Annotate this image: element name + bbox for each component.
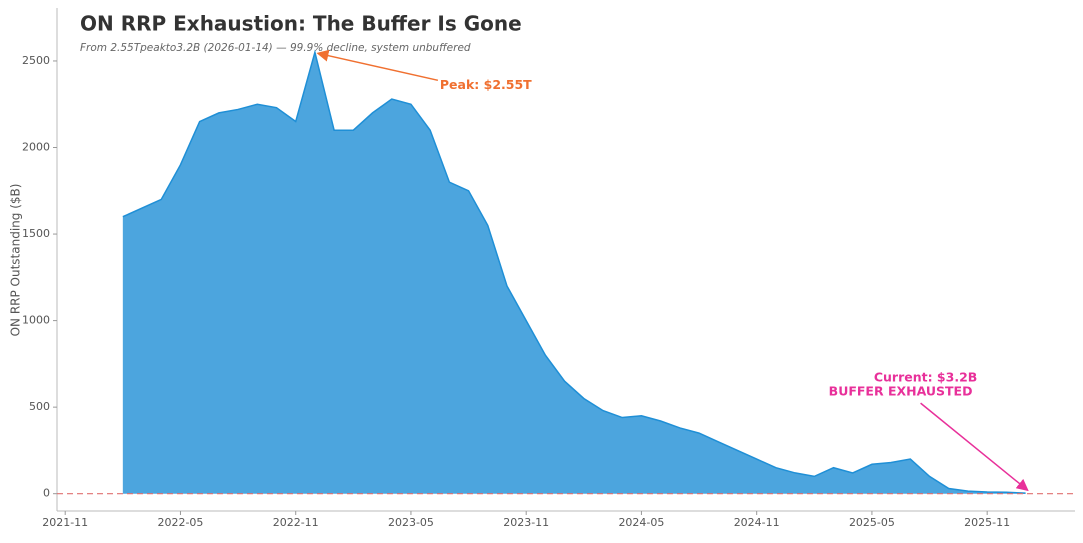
annotation-arrow bbox=[316, 49, 439, 82]
x-tick-label: 2022-11 bbox=[273, 516, 319, 529]
annotation-text: BUFFER EXHAUSTED bbox=[829, 384, 973, 399]
chart-subtitle: From 2.55Tpeakto3.2B (2026-01-14) — 99.9… bbox=[80, 42, 471, 54]
y-tick-label: 2000 bbox=[22, 141, 50, 154]
y-tick-label: 0 bbox=[43, 487, 50, 500]
chart-title: ON RRP Exhaustion: The Buffer Is Gone bbox=[80, 12, 522, 36]
y-tick-label: 1500 bbox=[22, 227, 50, 240]
x-tick-label: 2024-05 bbox=[618, 516, 664, 529]
y-tick-label: 1000 bbox=[22, 314, 50, 327]
area bbox=[122, 52, 1026, 494]
line bbox=[122, 49, 1026, 494]
x-tick-label: 2023-05 bbox=[388, 516, 434, 529]
x-tick-label: 2021-11 bbox=[42, 516, 88, 529]
y-tick-label: 2500 bbox=[22, 54, 50, 67]
annotation-arrow bbox=[920, 402, 1029, 492]
annotation-text: Peak: $2.55T bbox=[440, 77, 532, 92]
x-tick-label: 2022-05 bbox=[157, 516, 203, 529]
y-axis-label: ON RRP Outstanding ($B) bbox=[9, 184, 23, 337]
x-tick-label: 2023-11 bbox=[503, 516, 549, 529]
annotation-text: Current: $3.2B bbox=[874, 370, 977, 385]
x-tick-label: 2025-05 bbox=[849, 516, 895, 529]
x-tick-label: 2024-11 bbox=[734, 516, 780, 529]
y-tick-label: 500 bbox=[29, 400, 50, 413]
x-tick-label: 2025-11 bbox=[964, 516, 1010, 529]
